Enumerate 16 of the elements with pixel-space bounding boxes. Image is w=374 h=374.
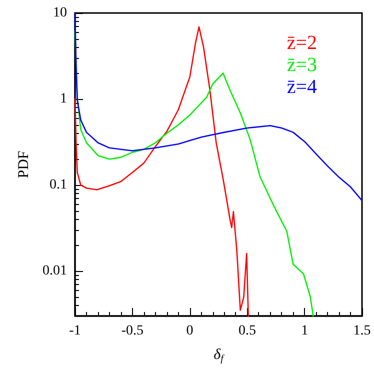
- text: z̄=3: [286, 54, 317, 76]
- y-tick-label: 0.1: [50, 178, 67, 193]
- y-tick-label: 0.01: [42, 264, 67, 279]
- x-tick-label: 0: [186, 324, 194, 338]
- x-tick-label: 1.5: [353, 324, 371, 338]
- text: z̄=2: [286, 32, 317, 54]
- line-series: [74, 12, 363, 202]
- x-tick-label: -1: [69, 324, 81, 338]
- line-series: [74, 26, 249, 317]
- series-label: z̄=4: [286, 76, 317, 98]
- x-tick-label: 1: [301, 324, 308, 338]
- x-tick-label: -0.5: [121, 324, 144, 338]
- y-tick-label: 10: [53, 6, 67, 20]
- y-tick-label: 1: [60, 92, 67, 107]
- y-axis-title: PDF: [16, 150, 32, 178]
- x-tick-label: 0.5: [238, 324, 256, 338]
